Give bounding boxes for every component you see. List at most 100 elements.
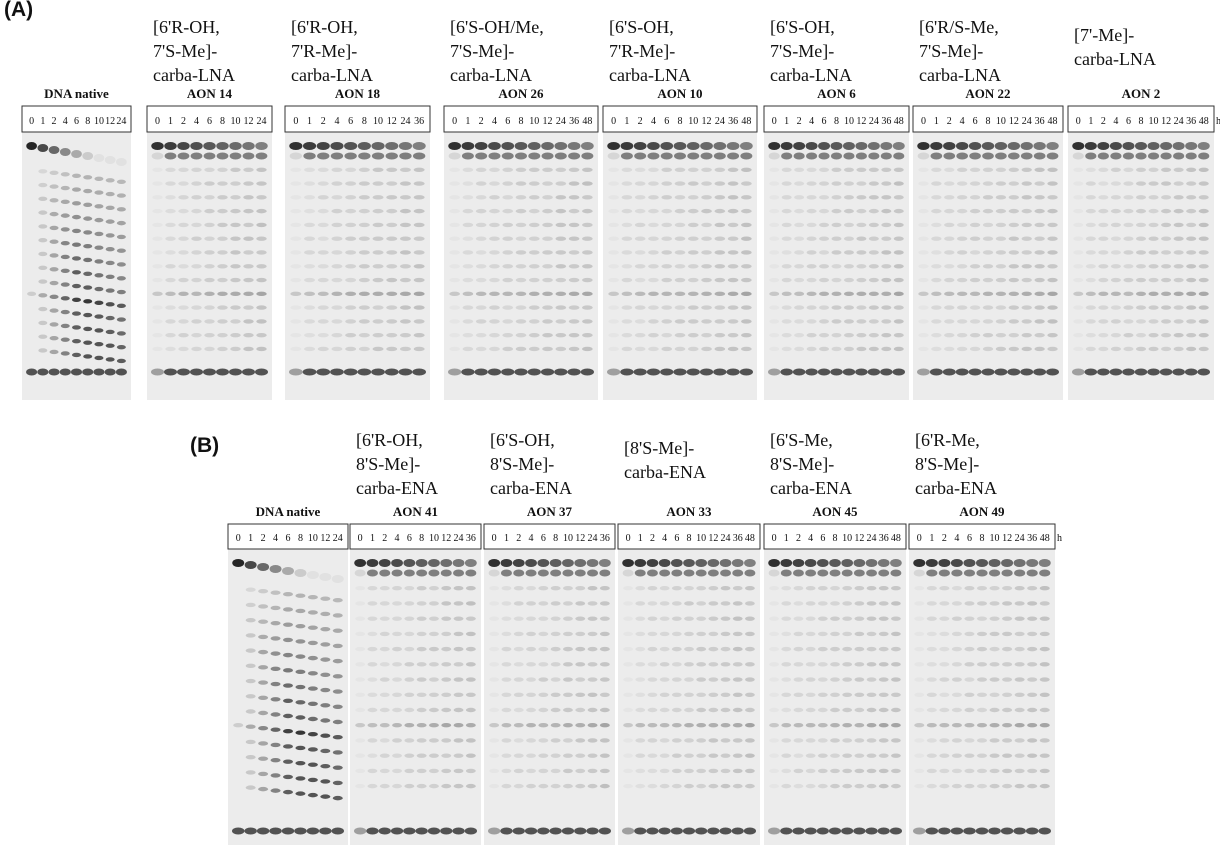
band [868,181,879,186]
band [671,586,682,591]
band [699,368,714,376]
band [707,569,719,577]
band [620,368,634,376]
band [441,723,452,728]
band [975,827,989,835]
band [582,167,593,172]
band [345,319,357,324]
band [515,208,527,214]
band [918,195,928,199]
band [392,616,402,621]
band [891,768,901,774]
band [367,662,378,667]
band [1123,167,1134,172]
lane-label: 6 [541,533,546,544]
band [316,142,330,150]
band [701,167,712,172]
band [989,586,1000,591]
band [399,250,411,255]
band [976,569,988,577]
band [793,631,804,637]
band [1109,142,1122,150]
band [317,195,329,200]
band [805,707,816,713]
band [152,278,162,282]
unit-label: h [1216,116,1220,127]
band [944,346,955,352]
band [332,598,343,603]
band [951,616,962,621]
band [1198,181,1209,186]
band [696,738,707,743]
band [515,264,527,269]
band [842,586,853,591]
band [687,305,699,310]
band [830,142,843,150]
lane-label: 8 [553,533,558,544]
band [830,753,840,758]
band [229,142,242,150]
band [1034,208,1045,214]
band [696,631,707,637]
band [94,190,104,195]
band [913,569,925,577]
band [515,319,527,324]
band [258,665,269,670]
band [929,368,943,376]
band [659,601,670,606]
band [49,349,59,355]
band [842,753,853,758]
lane-label: 0 [611,116,616,127]
lane-label: 8 [687,533,692,544]
band [542,167,553,172]
band [995,264,1007,269]
band [453,692,464,697]
band [379,723,390,728]
band [379,586,390,591]
band [1021,236,1032,241]
band [488,569,500,577]
band [303,152,316,160]
band [449,223,460,227]
band [542,332,553,338]
band [957,332,968,338]
band [1021,195,1032,200]
band [769,586,779,590]
band [304,346,316,352]
band [914,769,924,773]
band [855,142,868,150]
band [568,277,580,283]
band [475,346,487,352]
lane-label: 6 [74,116,79,127]
band [989,738,1000,743]
band [1047,250,1058,255]
band [568,264,580,269]
band [413,167,425,172]
band [513,601,524,606]
band [854,586,865,591]
band [635,753,646,758]
band [701,236,712,241]
band [1084,368,1098,376]
band [475,332,487,338]
band [914,586,924,590]
gel-title: 7'R-Me]- [609,41,675,61]
band [621,195,633,200]
band [320,596,331,601]
band [526,662,536,667]
band [489,662,499,666]
lane-label: 36 [879,533,889,544]
band [72,283,81,289]
band [708,768,719,774]
band [868,152,880,160]
band [621,181,633,186]
band [178,208,189,214]
band [931,222,942,228]
band [944,222,955,228]
band [1021,167,1032,172]
band [568,152,581,160]
band [399,152,412,160]
lane-label: 24 [869,116,879,127]
gel-title: 8'S-Me]- [490,454,554,474]
band [793,601,804,606]
